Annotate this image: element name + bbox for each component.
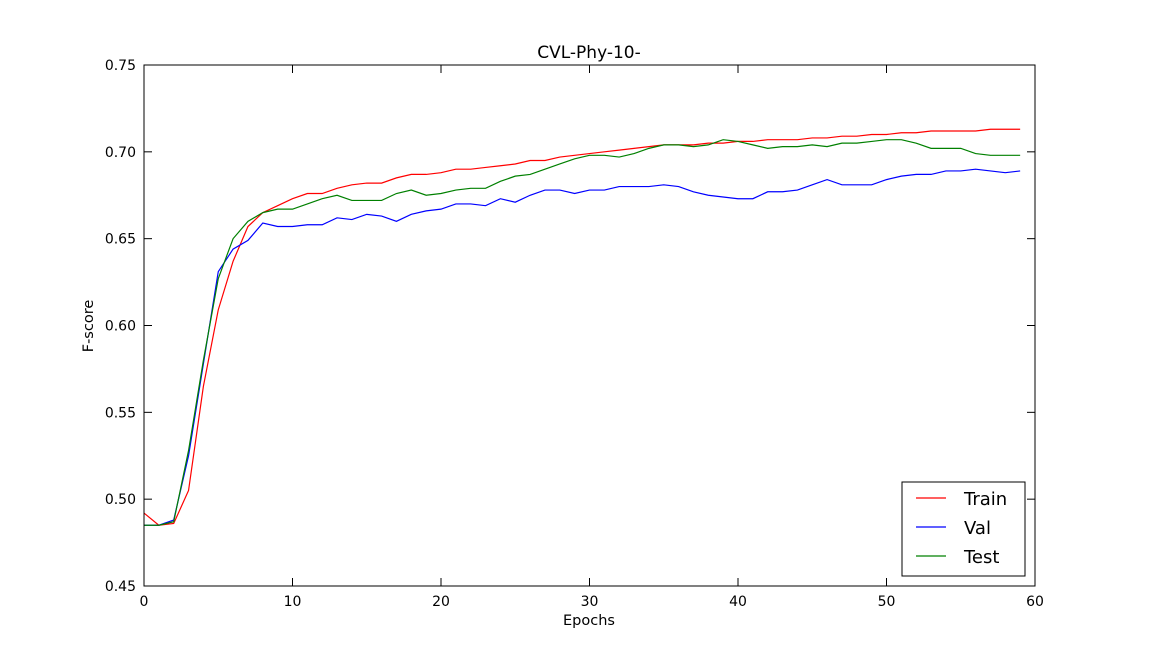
plot-lines: [144, 129, 1020, 525]
legend-label-val: Val: [964, 518, 991, 539]
x-tick-label: 20: [432, 594, 450, 610]
legend-label-train: Train: [963, 489, 1007, 510]
chart-title: CVL-Phy-10-: [537, 43, 641, 63]
x-tick-label: 0: [140, 594, 149, 610]
series-line-test: [144, 140, 1020, 526]
y-tick-label: 0.45: [105, 579, 136, 595]
y-tick-label: 0.60: [105, 319, 136, 335]
plot-frame: [144, 65, 1035, 586]
x-tick-label: 10: [284, 594, 302, 610]
x-axis-label: Epochs: [563, 613, 615, 629]
y-tick-label: 0.75: [105, 58, 136, 74]
x-tick-label: 60: [1026, 594, 1044, 610]
y-axis: 0.45 0.50 0.55 0.60 0.65 0.70 0.75: [105, 58, 1035, 595]
y-axis-label: F-score: [81, 300, 97, 353]
y-tick-label: 0.50: [105, 492, 136, 508]
y-tick-label: 0.55: [105, 405, 136, 421]
x-tick-label: 40: [729, 594, 747, 610]
legend-label-test: Test: [963, 547, 999, 568]
y-tick-label: 0.70: [105, 145, 136, 161]
y-tick-label: 0.65: [105, 232, 136, 248]
x-tick-label: 30: [581, 594, 599, 610]
series-line-train: [144, 129, 1020, 525]
x-tick-label: 50: [878, 594, 896, 610]
series-line-val: [144, 169, 1020, 525]
legend: Train Val Test: [902, 482, 1025, 576]
